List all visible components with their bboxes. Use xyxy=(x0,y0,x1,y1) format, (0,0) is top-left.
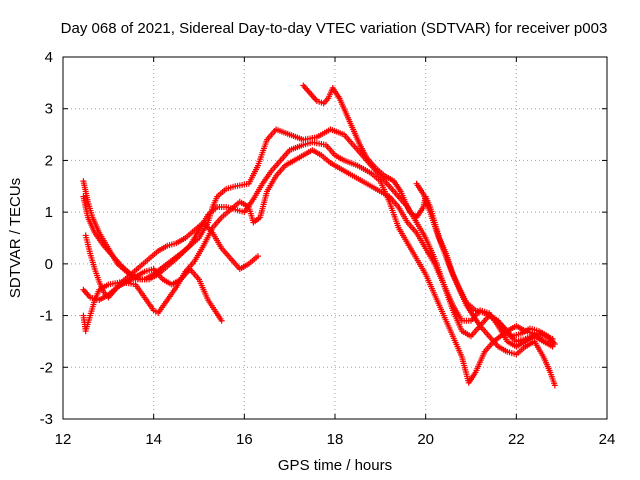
y-tick-label: 1 xyxy=(45,204,53,221)
y-tick-label: 2 xyxy=(45,152,53,169)
y-axis-label: SDTVAR / TECUs xyxy=(7,178,24,298)
series-track-6 xyxy=(300,82,558,389)
y-tick-label: -3 xyxy=(40,411,53,428)
x-tick-label: 14 xyxy=(145,431,162,448)
series-track-7 xyxy=(413,180,558,348)
x-tick-label: 16 xyxy=(236,431,253,448)
x-tick-label: 12 xyxy=(55,431,72,448)
y-axis-ticks: -3 -2 -1 0 1 2 3 4 xyxy=(40,49,607,428)
series-track-5 xyxy=(80,147,556,350)
data-point xyxy=(551,382,558,389)
x-axis-ticks: 12 14 16 18 20 22 24 xyxy=(55,57,616,448)
y-tick-label: -1 xyxy=(40,308,53,325)
x-tick-label: 22 xyxy=(508,431,525,448)
data-marks xyxy=(80,82,558,389)
grid-lines xyxy=(63,57,607,419)
data-point xyxy=(551,341,558,348)
x-tick-label: 18 xyxy=(327,431,344,448)
x-tick-label: 20 xyxy=(417,431,434,448)
data-point xyxy=(254,253,261,260)
y-tick-label: -2 xyxy=(40,359,53,376)
y-tick-label: 4 xyxy=(45,49,53,66)
y-tick-label: 3 xyxy=(45,101,53,118)
data-point xyxy=(218,317,225,324)
chart-title: Day 068 of 2021, Sidereal Day-to-day VTE… xyxy=(61,20,608,37)
y-tick-label: 0 xyxy=(45,256,53,273)
series-track-2 xyxy=(80,139,556,386)
x-tick-label: 24 xyxy=(599,431,616,448)
x-axis-label: GPS time / hours xyxy=(278,457,392,474)
